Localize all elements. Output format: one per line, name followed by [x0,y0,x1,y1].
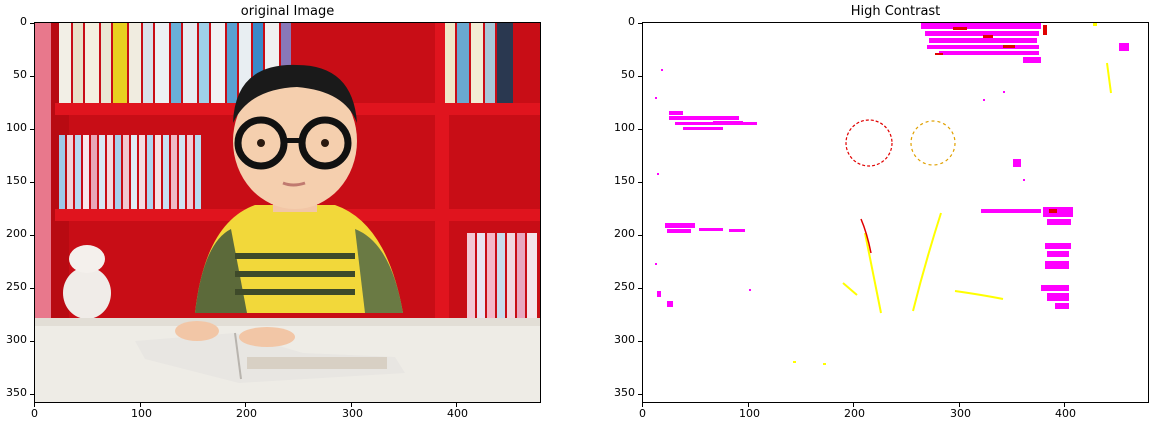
y-tick-mark [30,341,34,342]
original-photo [35,23,540,402]
x-tick-mark [34,403,35,407]
right-panel-title: High Contrast [850,4,941,19]
y-tick-label: 300 [6,333,27,346]
y-tick-mark [638,182,642,183]
y-tick-label: 50 [13,68,27,81]
x-tick-label: 400 [1055,407,1076,420]
y-tick-label: 200 [614,227,635,240]
y-tick-label: 200 [6,227,27,240]
x-tick-mark [351,403,352,407]
y-tick-label: 250 [614,280,635,293]
y-tick-mark [638,23,642,24]
y-tick-label: 350 [6,386,27,399]
x-tick-label: 400 [447,407,468,420]
x-tick-mark [642,403,643,407]
x-tick-label: 200 [236,407,257,420]
y-tick-mark [30,288,34,289]
x-tick-mark [245,403,246,407]
y-tick-mark [638,235,642,236]
x-tick-mark [748,403,749,407]
y-tick-label: 100 [614,121,635,134]
y-tick-label: 150 [614,174,635,187]
x-tick-mark [1064,403,1065,407]
y-tick-mark [638,129,642,130]
left-panel-title: original Image [240,4,335,19]
right-image-axes [642,22,1149,403]
y-tick-label: 50 [621,68,635,81]
high-contrast-image [643,23,1148,402]
y-tick-label: 250 [6,280,27,293]
x-tick-label: 100 [739,407,760,420]
x-tick-label: 0 [31,407,38,420]
y-tick-label: 0 [628,15,635,28]
y-tick-mark [30,394,34,395]
x-tick-label: 300 [950,407,971,420]
y-tick-label: 350 [614,386,635,399]
y-tick-label: 0 [20,15,27,28]
y-tick-label: 150 [6,174,27,187]
y-tick-mark [638,288,642,289]
x-tick-mark [959,403,960,407]
left-image-axes [34,22,541,403]
x-tick-label: 300 [342,407,363,420]
x-tick-label: 200 [844,407,865,420]
y-tick-label: 100 [6,121,27,134]
y-tick-mark [30,235,34,236]
y-tick-label: 300 [614,333,635,346]
x-tick-mark [140,403,141,407]
x-tick-label: 100 [131,407,152,420]
x-tick-label: 0 [639,407,646,420]
y-tick-mark [30,182,34,183]
y-tick-mark [30,129,34,130]
y-tick-mark [30,23,34,24]
x-tick-mark [456,403,457,407]
y-tick-mark [638,394,642,395]
y-tick-mark [638,76,642,77]
x-tick-mark [853,403,854,407]
y-tick-mark [30,76,34,77]
y-tick-mark [638,341,642,342]
